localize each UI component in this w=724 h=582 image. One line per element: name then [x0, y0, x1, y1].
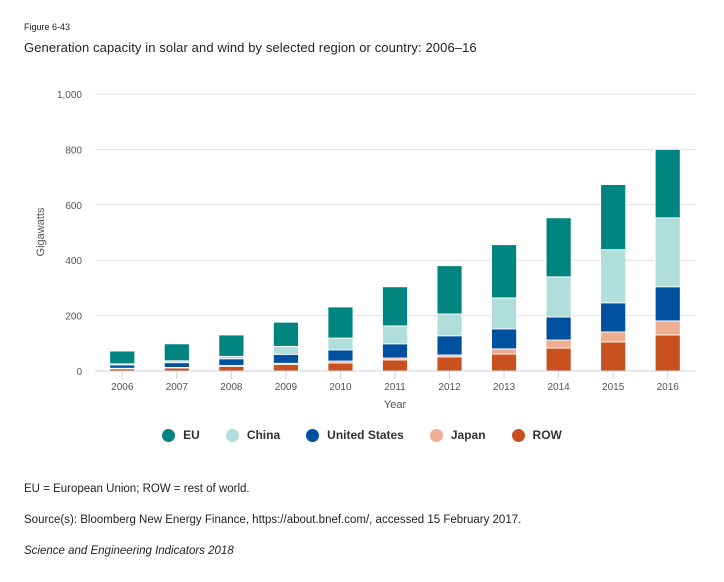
bar-segment-united-states-2014	[545, 316, 572, 341]
bar-segment-row-2011	[382, 359, 408, 372]
y-tick-label: 400	[65, 256, 82, 267]
x-tick-label: 2007	[166, 382, 189, 393]
bar-segment-row-2016	[654, 334, 681, 372]
y-tick-label: 600	[65, 201, 82, 212]
bar-segment-china-2009	[273, 345, 299, 355]
bar-segment-japan-2015	[600, 331, 627, 343]
legend-item-eu[interactable]: EU	[162, 428, 200, 442]
bar-segment-united-states-2008	[218, 358, 245, 366]
bar-segment-eu-2015	[600, 184, 627, 251]
bar-segment-united-states-2009	[273, 353, 299, 364]
bar-segment-eu-2013	[491, 244, 517, 299]
y-tick-label: 800	[65, 145, 82, 156]
bar-segment-eu-2008	[218, 334, 245, 357]
x-tick-label: 2016	[657, 382, 680, 393]
bar-segment-japan-2013	[491, 348, 517, 355]
x-tick-label: 2006	[111, 382, 134, 393]
x-tick-label: 2012	[438, 382, 461, 393]
y-axis-title: Gigawatts	[35, 207, 47, 256]
x-tick-label: 2015	[602, 382, 625, 393]
y-tick-label: 0	[76, 367, 82, 378]
x-tick-label: 2011	[384, 382, 406, 393]
x-tick-label: 2008	[220, 382, 243, 393]
bar-segment-china-2011	[382, 325, 408, 345]
y-tick-label: 1,000	[57, 90, 82, 101]
publication-note: Science and Engineering Indicators 2018	[24, 545, 234, 557]
bar-segment-japan-2016	[654, 320, 681, 336]
bar-segment-japan-2014	[545, 339, 572, 349]
bar-segment-eu-2006	[109, 350, 136, 365]
bar-segment-china-2016	[654, 217, 681, 288]
bar-segment-row-2013	[491, 353, 517, 372]
legend-label: ROW	[532, 428, 562, 442]
x-tick-label: 2009	[275, 382, 298, 393]
bar-segment-row-2009	[273, 363, 299, 372]
bar-segment-united-states-2006	[109, 364, 136, 369]
legend-marker-icon	[429, 428, 443, 442]
bar-segment-united-states-2012	[436, 335, 463, 356]
bar-segment-china-2010	[327, 337, 354, 351]
bar-segment-row-2008	[218, 365, 245, 372]
legend-marker-icon	[306, 428, 320, 442]
bar-segment-china-2014	[545, 276, 572, 318]
x-tick-label: 2013	[493, 382, 516, 393]
y-tick-label: 200	[65, 312, 82, 323]
bar-segment-eu-2014	[545, 217, 572, 278]
source-note: Source(s): Bloomberg New Energy Finance,…	[24, 514, 522, 526]
bar-segment-row-2015	[600, 341, 627, 372]
bar-segment-united-states-2010	[327, 349, 354, 362]
bar-segment-row-2010	[327, 362, 354, 372]
bar-segment-united-states-2015	[600, 302, 627, 333]
bar-segment-eu-2012	[436, 265, 463, 315]
bar-segment-china-2013	[491, 297, 517, 330]
bar-segment-china-2012	[436, 313, 463, 337]
bar-segment-united-states-2016	[654, 286, 681, 322]
legend-label: EU	[183, 428, 200, 442]
y-axis-ticks: 0 200 400 600 800 1,000	[57, 90, 82, 378]
legend-marker-icon	[225, 428, 239, 442]
bars	[109, 148, 681, 372]
legend-item-china[interactable]: China	[225, 428, 281, 442]
abbreviation-note: EU = European Union; ROW = rest of world…	[24, 483, 250, 495]
bar-segment-united-states-2007	[163, 362, 190, 368]
legend: EU China United States Japan ROW	[0, 428, 724, 442]
legend-item-united-states[interactable]: United States	[306, 428, 404, 442]
x-axis: 2006 2007 2008 2009 2010 2011 2012 2013 2014 2015…	[95, 370, 695, 393]
bar-segment-united-states-2013	[491, 328, 517, 350]
x-axis-title: Year	[384, 399, 407, 411]
chart-title: Generation capacity in solar and wind by…	[24, 40, 477, 55]
bar-segment-eu-2016	[654, 148, 681, 219]
bar-segment-row-2012	[436, 356, 463, 372]
x-tick-label: 2010	[329, 382, 352, 393]
legend-label: Japan	[450, 428, 486, 442]
legend-item-row[interactable]: ROW	[511, 428, 562, 442]
bar-segment-eu-2010	[327, 306, 354, 339]
legend-marker-icon	[162, 428, 176, 442]
bar-segment-eu-2011	[382, 286, 408, 327]
legend-label: China	[246, 428, 281, 442]
bar-segment-united-states-2011	[382, 343, 408, 359]
bar-segment-china-2015	[600, 249, 627, 304]
legend-item-japan[interactable]: Japan	[429, 428, 486, 442]
legend-label: United States	[327, 428, 404, 442]
x-tick-label: 2014	[548, 382, 571, 393]
legend-marker-icon	[511, 428, 525, 442]
bar-segment-eu-2007	[163, 343, 190, 362]
figure-label: Figure 6-43	[24, 22, 71, 32]
bar-segment-eu-2009	[273, 321, 299, 347]
bar-segment-row-2014	[545, 347, 572, 372]
